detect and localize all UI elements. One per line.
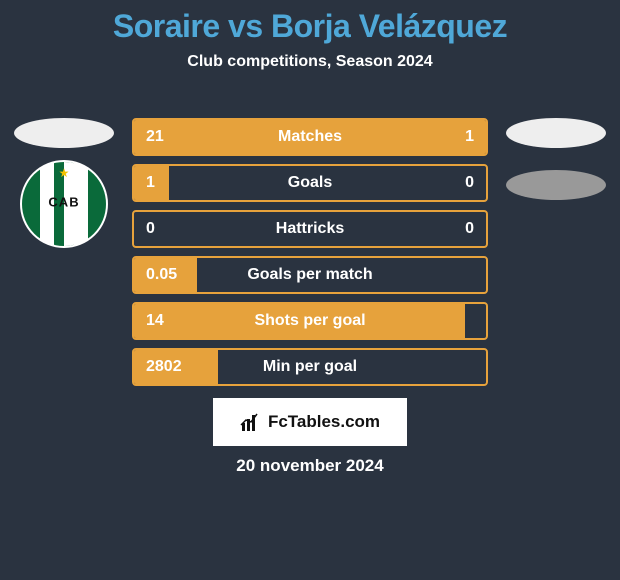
stat-row-matches: 21 Matches 1 [132, 118, 488, 156]
stat-row-shots-per-goal: 14 Shots per goal [132, 302, 488, 340]
fctables-logo: FcTables.com [213, 398, 407, 446]
badge-star-icon: ★ [59, 166, 70, 180]
stat-label: Hattricks [276, 220, 344, 238]
stat-row-goals-per-match: 0.05 Goals per match [132, 256, 488, 294]
stat-left-value: 2802 [146, 358, 182, 376]
stat-left-value: 0.05 [146, 266, 177, 284]
stat-label: Goals per match [247, 266, 372, 284]
stat-left-value: 0 [146, 220, 155, 238]
stat-left-value: 21 [146, 128, 164, 146]
stat-row-min-per-goal: 2802 Min per goal [132, 348, 488, 386]
stat-label: Goals [288, 174, 332, 192]
stat-row-goals: 1 Goals 0 [132, 164, 488, 202]
stat-left-value: 1 [146, 174, 155, 192]
logo-chart-icon [240, 411, 262, 433]
stat-left-value: 14 [146, 312, 164, 330]
player2-silhouette [506, 118, 606, 148]
stat-right-value: 1 [465, 128, 474, 146]
right-column [500, 118, 612, 200]
stat-label: Matches [278, 128, 342, 146]
club2-placeholder [506, 170, 606, 200]
left-column: ★ CAB [8, 118, 120, 248]
stat-label: Min per goal [263, 358, 357, 376]
stat-right-value: 0 [465, 174, 474, 192]
stat-left-fill [134, 120, 398, 154]
page-title: Soraire vs Borja Velázquez [0, 0, 620, 45]
stats-bars: 21 Matches 1 1 Goals 0 0 Hattricks 0 0.05 Goals pe… [132, 118, 488, 394]
stat-label: Shots per goal [254, 312, 365, 330]
stat-right-value: 0 [465, 220, 474, 238]
club-badge: ★ CAB [20, 160, 108, 248]
stat-row-hattricks: 0 Hattricks 0 [132, 210, 488, 248]
player1-silhouette [14, 118, 114, 148]
logo-text: FcTables.com [268, 412, 380, 432]
page-subtitle: Club competitions, Season 2024 [0, 53, 620, 71]
date-text: 20 november 2024 [236, 456, 383, 476]
badge-text: CAB [48, 195, 79, 210]
